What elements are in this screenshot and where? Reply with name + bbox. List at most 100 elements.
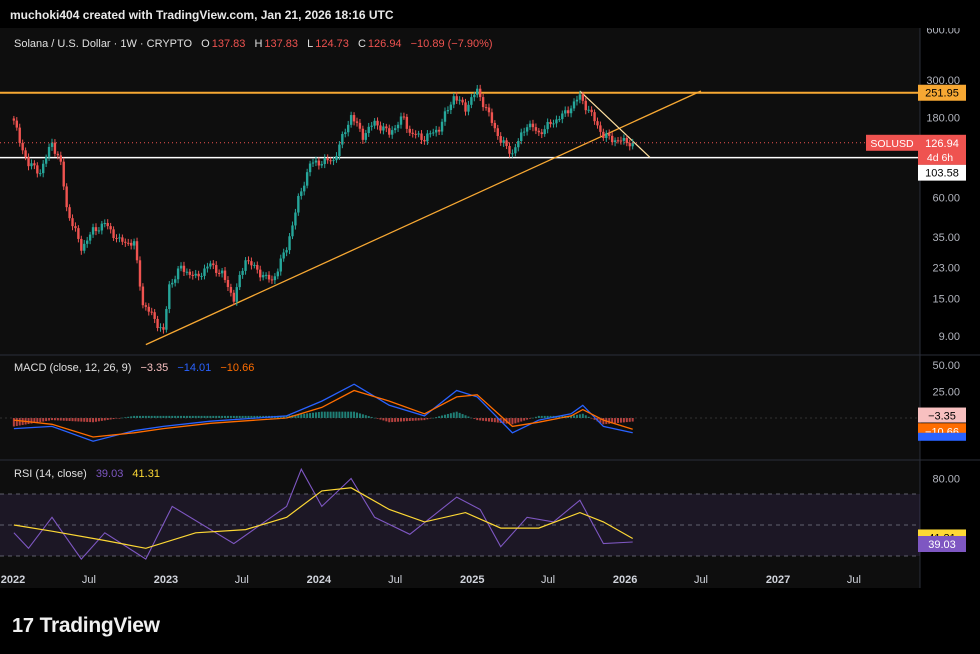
candle-body bbox=[112, 229, 115, 239]
macd-histogram-bar bbox=[382, 418, 385, 421]
candle-body bbox=[39, 173, 42, 175]
candle-body bbox=[437, 129, 441, 132]
candle-body bbox=[473, 94, 476, 98]
macd-histogram-bar bbox=[197, 415, 200, 418]
macd-histogram-bar bbox=[285, 415, 288, 418]
chart-canvas[interactable]: 600.00300.00180.00100.0060.0035.0023.001… bbox=[0, 28, 980, 588]
ohlc-open-label: O bbox=[201, 38, 210, 50]
candle-body bbox=[373, 120, 376, 126]
candle-body bbox=[549, 121, 552, 125]
candle-body bbox=[358, 122, 362, 129]
macd-histogram-bar bbox=[329, 411, 332, 418]
macd-histogram-bar bbox=[18, 418, 21, 426]
candle-body bbox=[455, 96, 458, 101]
macd-histogram-bar bbox=[517, 418, 520, 423]
candle-body bbox=[376, 120, 379, 126]
macd-legend: MACD (close, 12, 26, 9) −3.35 −14.01 −10… bbox=[14, 362, 256, 374]
ohlc-close-label: C bbox=[357, 38, 366, 50]
candle-body bbox=[393, 128, 397, 131]
time-tick-label: Jul bbox=[388, 574, 402, 586]
candle-body bbox=[197, 273, 200, 277]
macd-histogram-bar bbox=[188, 415, 191, 418]
macd-tick-label: 25.00 bbox=[932, 387, 960, 399]
macd-histogram-bar bbox=[115, 418, 118, 419]
resistance-price-label: 251.95 bbox=[925, 88, 959, 100]
macd-histogram-bar bbox=[42, 418, 45, 422]
candle-body bbox=[71, 218, 74, 227]
macd-histogram-bar bbox=[12, 418, 15, 427]
macd-histogram-bar bbox=[546, 415, 549, 418]
macd-histogram-bar bbox=[622, 418, 625, 423]
macd-histogram-bar bbox=[226, 415, 229, 418]
macd-histogram-bar bbox=[490, 418, 493, 422]
candle-body bbox=[493, 122, 497, 129]
candle-body bbox=[21, 142, 24, 151]
candle-body bbox=[546, 121, 549, 130]
candle-body bbox=[305, 172, 309, 186]
macd-histogram-bar bbox=[373, 417, 376, 419]
price-title: Solana / U.S. Dollar · 1W · CRYPTO bbox=[14, 38, 193, 50]
macd-histogram-bar bbox=[209, 415, 212, 418]
rsi-legend: RSI (14, close) 39.03 41.31 bbox=[14, 468, 162, 480]
rsi-value: 39.03 bbox=[95, 468, 124, 480]
ohlc-open: 137.83 bbox=[211, 38, 246, 50]
macd-histogram-bar bbox=[59, 418, 62, 421]
macd-histogram-bar bbox=[549, 415, 552, 418]
candle-body bbox=[223, 270, 227, 280]
candle-body bbox=[449, 104, 453, 111]
candle-body bbox=[452, 96, 455, 105]
macd-histogram-bar bbox=[50, 418, 53, 421]
macd-histogram-bar bbox=[124, 417, 127, 418]
macd-histogram-bar bbox=[191, 415, 194, 418]
macd-histogram-bar bbox=[575, 414, 578, 418]
macd-histogram-bar bbox=[138, 415, 141, 418]
macd-histogram-bar bbox=[30, 418, 33, 424]
macd-histogram-bar bbox=[74, 418, 77, 422]
candle-body bbox=[191, 274, 194, 276]
candle-body bbox=[259, 269, 262, 278]
candle-body bbox=[338, 144, 341, 157]
candle-body bbox=[176, 268, 180, 280]
macd-histogram-bar bbox=[303, 413, 306, 418]
candle-body bbox=[209, 263, 212, 267]
candle-body bbox=[300, 191, 303, 196]
candle-body bbox=[308, 163, 312, 173]
macd-histogram-bar bbox=[493, 418, 496, 423]
macd-histogram-bar bbox=[182, 415, 185, 418]
candle-body bbox=[613, 140, 617, 143]
macd-histogram-bar bbox=[543, 415, 546, 418]
candle-body bbox=[379, 125, 382, 131]
candle-body bbox=[581, 94, 585, 101]
macd-histogram-bar bbox=[350, 411, 353, 418]
macd-histogram-bar bbox=[56, 418, 59, 421]
candle-body bbox=[443, 111, 447, 122]
candle-body bbox=[80, 238, 83, 251]
candle-body bbox=[408, 128, 411, 133]
candle-body bbox=[502, 140, 505, 143]
candle-body bbox=[212, 263, 215, 266]
tradingview-logo[interactable]: 17 TradingView bbox=[12, 614, 160, 638]
macd-histogram-bar bbox=[399, 418, 402, 422]
candle-body bbox=[276, 271, 280, 277]
candle-body bbox=[156, 318, 159, 329]
candle-body bbox=[132, 241, 136, 246]
candle-body bbox=[173, 279, 177, 283]
tradingview-logo-text: TradingView bbox=[39, 614, 160, 637]
candle-body bbox=[540, 132, 543, 135]
candles-group bbox=[12, 84, 634, 334]
candle-body bbox=[505, 140, 508, 146]
candle-body bbox=[153, 312, 156, 319]
macd-histogram-bar bbox=[520, 418, 523, 422]
price-tick-label: 180.00 bbox=[926, 112, 960, 124]
macd-histogram-bar bbox=[297, 414, 300, 418]
macd-histogram-bar bbox=[232, 415, 235, 418]
macd-histogram-bar bbox=[147, 415, 150, 418]
candle-body bbox=[118, 237, 121, 239]
macd-histogram-bar bbox=[156, 415, 159, 418]
macd-histogram-bar bbox=[361, 414, 364, 418]
candle-body bbox=[361, 128, 365, 140]
candle-body bbox=[238, 274, 241, 288]
candle-body bbox=[578, 94, 582, 100]
price-tick-label: 9.00 bbox=[939, 331, 960, 343]
macd-histogram-bar bbox=[581, 413, 584, 418]
